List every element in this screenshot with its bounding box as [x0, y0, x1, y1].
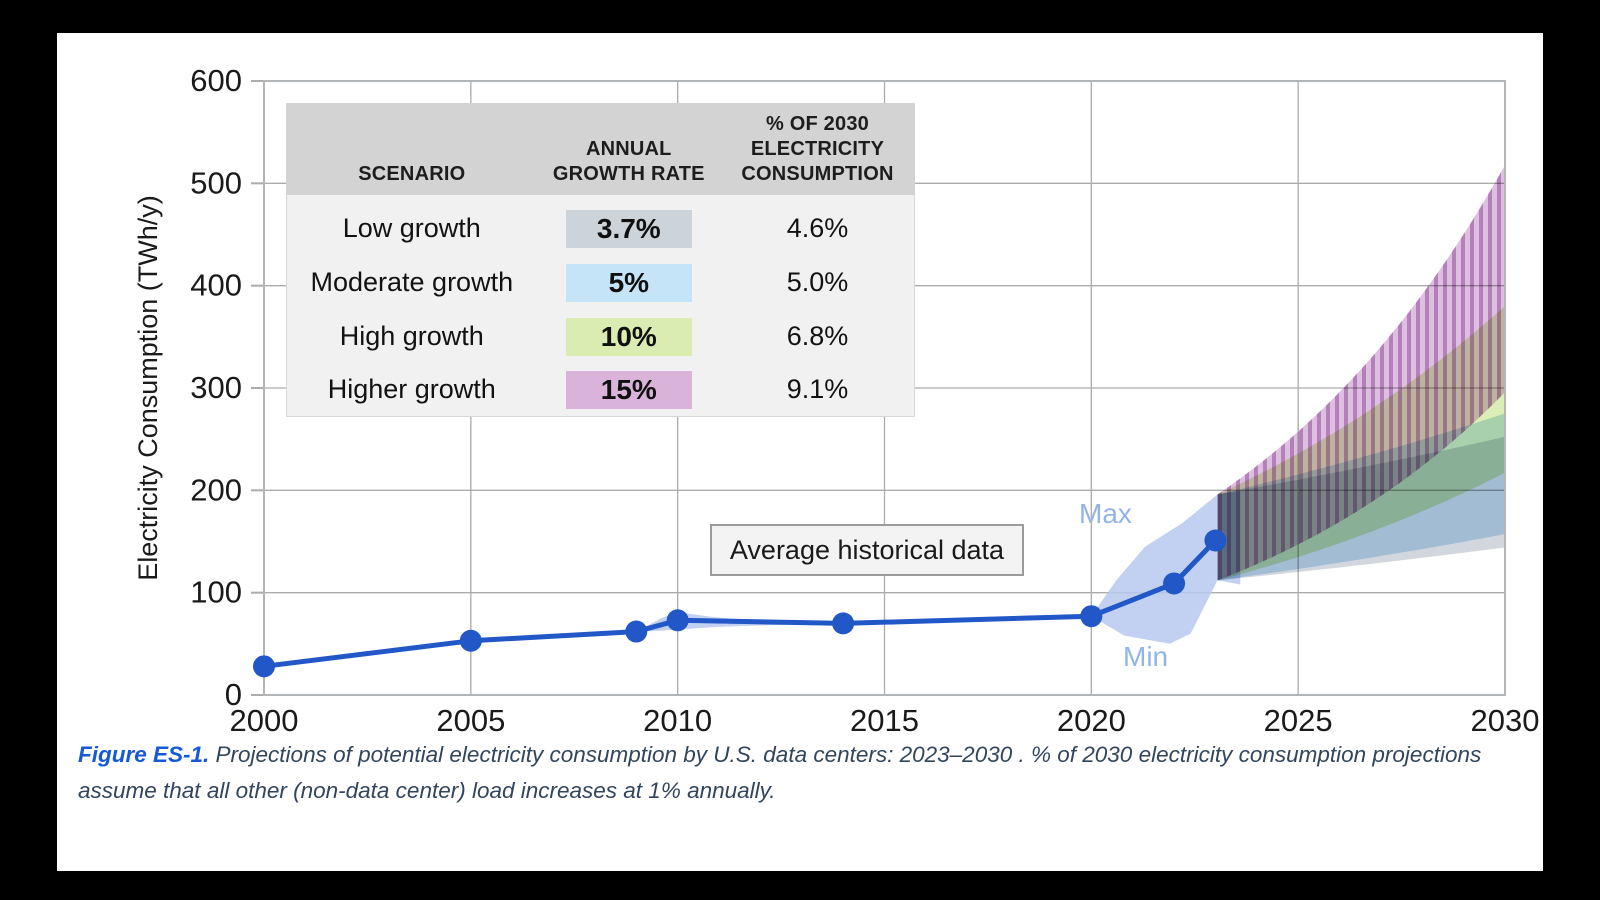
y-tick-label: 500: [190, 165, 242, 200]
y-axis-title: Electricity Consumption (TWh/y): [133, 195, 163, 581]
scenario-table: SCENARIO ANNUAL GROWTH RATE % OF 2030 EL…: [286, 103, 915, 417]
min-band-label: Min: [1123, 641, 1169, 672]
header-growth-rate: ANNUAL GROWTH RATE: [552, 138, 705, 185]
header-pct-2030: % OF 2030 ELECTRICITY CONSUMPTION: [741, 113, 894, 185]
y-tick-label: 300: [190, 370, 242, 405]
y-tick-label: 0: [225, 677, 242, 712]
figure-canvas: 0 100 200 300 400 500 600 2000 2005 2010 2015 2020 2…: [57, 33, 1543, 871]
scenario-name: Low growth: [342, 213, 481, 243]
pct-value: 4.6%: [786, 213, 849, 243]
table-row: Moderate growth 5% 5.0%: [286, 255, 915, 310]
growth-rate-swatch: 3.7%: [565, 209, 692, 248]
x-tick-label: 2030: [1471, 703, 1540, 738]
pct-value: 9.1%: [786, 374, 849, 404]
growth-rate-swatch: 5%: [565, 263, 692, 302]
projection-fan-hatch: [1217, 165, 1505, 581]
table-row: High growth 10% 6.8%: [286, 309, 915, 364]
plot-frame: [263, 80, 1506, 696]
table-row: Higher growth 15% 9.1%: [286, 362, 915, 417]
data-point: [1080, 605, 1103, 628]
x-tick-label: 2010: [643, 703, 712, 738]
pct-value: 6.8%: [786, 321, 849, 351]
max-band-label: Max: [1079, 498, 1132, 529]
y-tick-label: 200: [190, 472, 242, 507]
figure-caption: Figure ES-1. Projections of potential el…: [78, 737, 1538, 810]
data-point: [459, 629, 482, 652]
data-point: [253, 655, 275, 678]
minmax-band: [1091, 490, 1241, 644]
y-tick-label: 100: [190, 575, 242, 610]
data-point: [666, 609, 689, 632]
data-point: [832, 612, 855, 635]
x-tick-label: 2000: [230, 703, 299, 738]
scenario-table-header: SCENARIO ANNUAL GROWTH RATE % OF 2030 EL…: [286, 103, 915, 195]
data-point: [1163, 572, 1186, 595]
pct-value: 5.0%: [786, 267, 849, 297]
data-point: [625, 620, 648, 643]
x-tick-label: 2005: [436, 703, 505, 738]
figure-caption-label: Figure ES-1.: [78, 742, 210, 767]
growth-rate-swatch: 10%: [565, 317, 692, 356]
scenario-name: High growth: [339, 321, 484, 351]
x-tick-label: 2015: [850, 703, 919, 738]
y-tick-label: 600: [190, 63, 242, 98]
header-scenario: SCENARIO: [358, 163, 466, 185]
historical-line: [263, 538, 1218, 669]
scenario-name: Moderate growth: [310, 267, 514, 297]
x-tick-label: 2025: [1264, 703, 1333, 738]
y-tick-label: 400: [190, 268, 242, 303]
table-row: Low growth 3.7% 4.6%: [286, 201, 915, 256]
data-point: [1204, 529, 1227, 552]
growth-rate-swatch: 15%: [565, 370, 692, 409]
x-tick-label: 2020: [1057, 703, 1126, 738]
scenario-name: Higher growth: [327, 374, 496, 404]
figure-caption-text: Projections of potential electricity con…: [78, 742, 1482, 804]
average-historical-data-label: Average historical data: [710, 524, 1024, 576]
